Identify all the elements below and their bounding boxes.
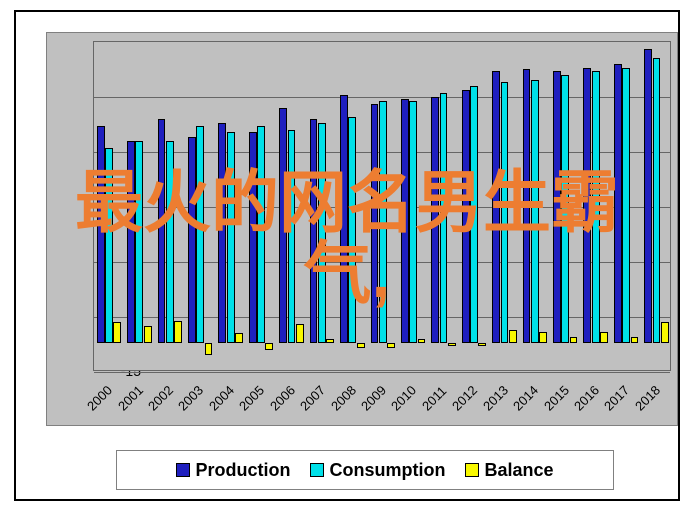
bar-consumption — [379, 101, 387, 343]
bar-production — [371, 104, 379, 342]
legend-item-consumption: Consumption — [310, 460, 445, 481]
bar-balance — [661, 322, 669, 342]
bar-consumption — [135, 141, 143, 343]
bar-consumption — [318, 123, 326, 343]
bar-production — [97, 126, 105, 342]
legend-swatch-production — [176, 463, 190, 477]
bar-consumption — [622, 68, 630, 343]
chart-region: -15154575105135 200020012002200320042005… — [46, 32, 678, 426]
bar-consumption — [166, 141, 174, 343]
x-tick-label: 2014 — [510, 383, 541, 414]
legend-swatch-consumption — [310, 463, 324, 477]
bar-balance — [539, 332, 547, 343]
bar-balance — [631, 337, 639, 343]
bar-production — [188, 137, 196, 342]
bar-production — [310, 119, 318, 343]
bar-consumption — [531, 80, 539, 342]
bar-production — [158, 119, 166, 343]
bar-balance — [235, 333, 243, 342]
x-axis-labels: 2000200120022003200420052006200720082009… — [93, 373, 671, 423]
bar-consumption — [196, 126, 204, 342]
x-tick-label: 2000 — [84, 383, 115, 414]
x-tick-label: 2015 — [541, 383, 572, 414]
bar-production — [462, 90, 470, 343]
legend-item-balance: Balance — [465, 460, 553, 481]
x-tick-label: 2013 — [480, 383, 511, 414]
bar-consumption — [227, 132, 235, 343]
legend-item-production: Production — [176, 460, 290, 481]
x-tick-label: 2018 — [632, 383, 663, 414]
x-tick-label: 2001 — [115, 383, 146, 414]
bar-consumption — [501, 82, 509, 342]
bar-balance — [448, 343, 456, 347]
bar-consumption — [409, 101, 417, 343]
bar-balance — [174, 321, 182, 343]
bar-production — [644, 49, 652, 342]
bar-balance — [296, 324, 304, 342]
legend-label-production: Production — [195, 460, 290, 481]
bar-production — [492, 71, 500, 342]
bar-balance — [205, 343, 213, 356]
plot-area — [93, 41, 671, 371]
legend-swatch-balance — [465, 463, 479, 477]
bar-production — [583, 68, 591, 343]
bar-consumption — [440, 93, 448, 342]
bar-balance — [387, 343, 395, 349]
x-tick-label: 2006 — [267, 383, 298, 414]
bar-consumption — [257, 126, 265, 342]
bar-balance — [265, 343, 273, 350]
bar-production — [614, 64, 622, 343]
x-tick-label: 2010 — [388, 383, 419, 414]
bar-balance — [509, 330, 517, 343]
bar-production — [431, 97, 439, 343]
bar-production — [340, 95, 348, 343]
x-tick-label: 2005 — [236, 383, 267, 414]
x-tick-label: 2011 — [419, 383, 449, 413]
legend-label-balance: Balance — [484, 460, 553, 481]
bar-production — [218, 123, 226, 343]
bar-consumption — [348, 117, 356, 343]
bar-production — [249, 132, 257, 343]
bar-balance — [570, 337, 578, 343]
bar-balance — [478, 343, 486, 347]
outer-frame: -15154575105135 200020012002200320042005… — [14, 10, 680, 501]
bar-balance — [113, 322, 121, 342]
bar-balance — [357, 343, 365, 349]
x-tick-label: 2007 — [297, 383, 328, 414]
bar-production — [401, 99, 409, 343]
bar-production — [523, 69, 531, 342]
bar-consumption — [470, 86, 478, 343]
x-tick-label: 2017 — [601, 383, 632, 414]
bars-layer — [94, 42, 670, 370]
bar-balance — [144, 326, 152, 343]
x-tick-label: 2004 — [206, 383, 237, 414]
bar-consumption — [592, 71, 600, 342]
x-tick-label: 2012 — [449, 383, 480, 414]
x-tick-label: 2009 — [358, 383, 389, 414]
bar-consumption — [653, 58, 661, 342]
bar-consumption — [561, 75, 569, 343]
bar-balance — [600, 332, 608, 343]
bar-production — [127, 141, 135, 343]
bar-consumption — [288, 130, 296, 343]
x-tick-label: 2002 — [145, 383, 176, 414]
bar-consumption — [105, 148, 113, 342]
bar-balance — [418, 339, 426, 343]
legend: Production Consumption Balance — [116, 450, 614, 490]
x-tick-label: 2003 — [175, 383, 206, 414]
bar-balance — [326, 339, 334, 343]
legend-label-consumption: Consumption — [329, 460, 445, 481]
bar-production — [553, 71, 561, 342]
bar-production — [279, 108, 287, 343]
x-tick-label: 2008 — [328, 383, 359, 414]
x-tick-label: 2016 — [571, 383, 602, 414]
